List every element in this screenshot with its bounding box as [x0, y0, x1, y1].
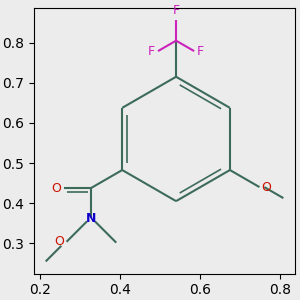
Text: O: O: [54, 235, 64, 248]
Text: O: O: [51, 182, 61, 195]
Text: F: F: [197, 45, 204, 58]
Text: N: N: [86, 212, 96, 225]
Text: F: F: [172, 4, 180, 17]
Text: F: F: [148, 45, 155, 58]
Text: O: O: [262, 181, 271, 194]
